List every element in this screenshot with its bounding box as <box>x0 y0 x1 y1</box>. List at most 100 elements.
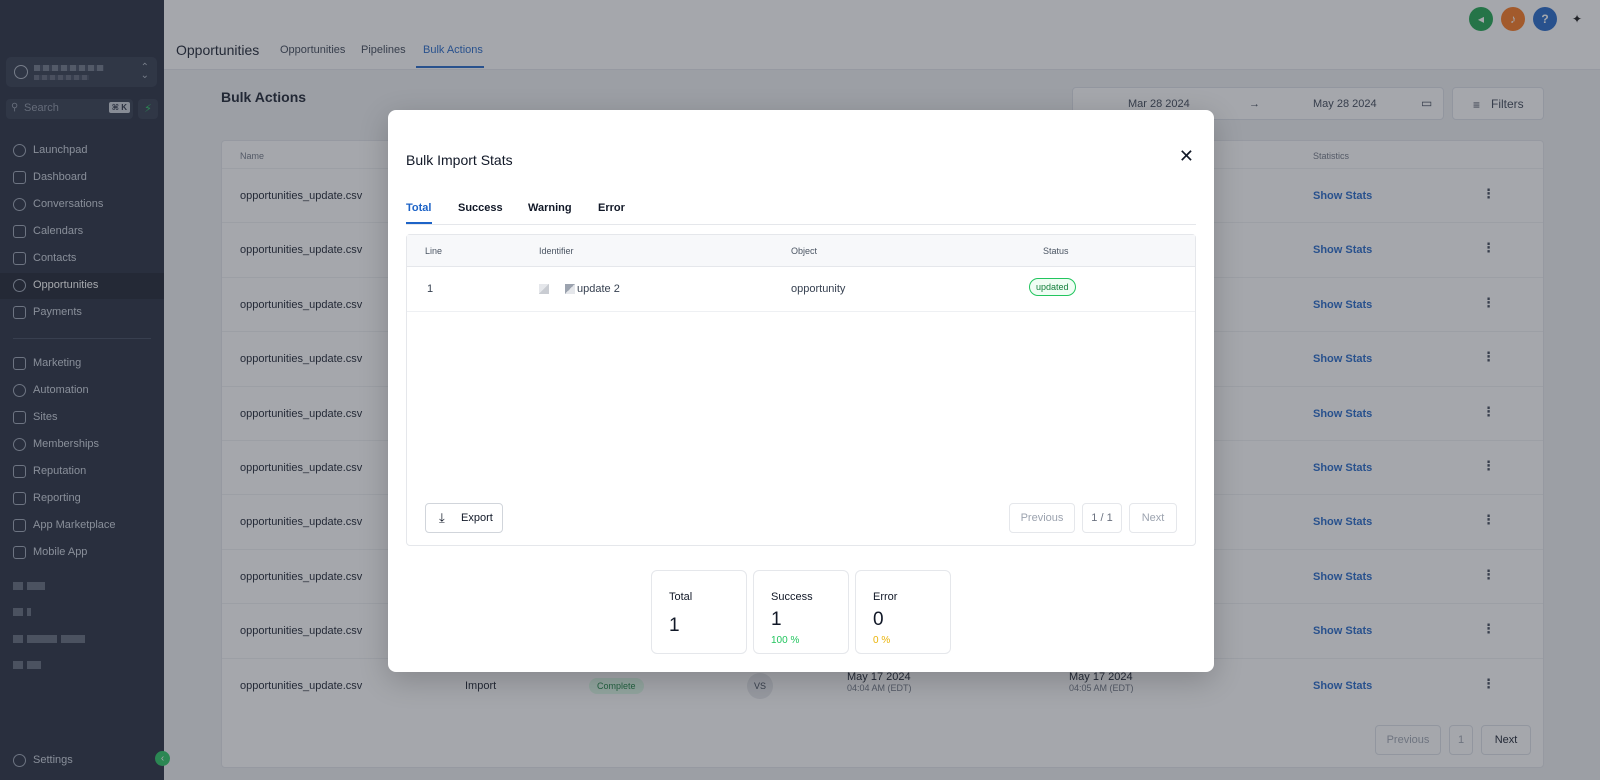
account-address-redacted <box>34 75 89 80</box>
show-stats-link[interactable]: Show Stats <box>1313 570 1373 583</box>
sidebar-item-mobile-app[interactable]: Mobile App <box>0 540 164 566</box>
show-stats-link[interactable]: Show Stats <box>1313 679 1373 692</box>
next-page-button[interactable]: Next <box>1481 725 1531 755</box>
sidebar-item-label: Mobile App <box>33 546 88 558</box>
show-stats-link[interactable]: Show Stats <box>1313 516 1373 529</box>
completed-time: 04:05 AM <box>1069 682 1108 693</box>
sidebar-item-sites[interactable]: Sites <box>0 405 164 431</box>
sidebar-item-opportunities[interactable]: Opportunities <box>0 273 164 299</box>
tab-pipelines[interactable]: Pipelines <box>361 44 406 56</box>
search-shortcut: ⌘ K <box>108 102 130 113</box>
top-bar: Opportunities Opportunities Pipelines Bu… <box>164 0 1600 70</box>
automation-icon <box>13 384 26 397</box>
modal-previous-button[interactable]: Previous <box>1009 503 1075 533</box>
kebab-menu-icon[interactable]: ⋮ <box>1482 240 1495 256</box>
show-stats-link[interactable]: Show Stats <box>1313 244 1373 257</box>
file-name-cell: opportunities_update.csv <box>240 298 363 311</box>
tab-warning[interactable]: Warning <box>528 202 572 214</box>
show-stats-link[interactable]: Show Stats <box>1313 462 1373 474</box>
collapse-sidebar-icon[interactable]: ‹ <box>155 751 170 766</box>
identifier-cell: update 2 <box>577 283 620 295</box>
created-timezone: (EDT) <box>887 682 912 693</box>
contacts-icon <box>13 252 26 265</box>
sidebar-item-label: Dashboard <box>33 171 87 183</box>
sidebar-item-label: Memberships <box>33 438 100 450</box>
total-stat-card: Total 1 <box>651 570 747 654</box>
tab-bulk-actions[interactable]: Bulk Actions <box>423 44 483 56</box>
chat-bubble-icon <box>13 198 26 211</box>
send-icon <box>13 357 26 370</box>
search-input[interactable]: ⚲ Search ⌘ K <box>6 99 133 119</box>
table-header: Line Identifier Object Status <box>407 235 1195 267</box>
file-name-cell: opportunities_update.csv <box>240 190 363 202</box>
filters-button[interactable]: ≡ Filters <box>1452 87 1544 120</box>
sidebar-item-dashboard[interactable]: Dashboard <box>0 165 164 191</box>
tab-error[interactable]: Error <box>598 202 625 214</box>
sidebar-item-reporting[interactable]: Reporting <box>0 486 164 512</box>
completed-date: May 17 2024 <box>1069 670 1133 683</box>
show-stats-link[interactable]: Show Stats <box>1313 407 1373 420</box>
status-badge: updated <box>1029 278 1076 296</box>
sidebar-item-app-marketplace[interactable]: App Marketplace <box>0 513 164 539</box>
sidebar-item-label: Settings <box>33 754 73 766</box>
sidebar-item-reputation[interactable]: Reputation <box>0 459 164 485</box>
created-date-cell: May 17 2024 04:04 AM (EDT) <box>847 671 912 693</box>
kebab-menu-icon[interactable]: ⋮ <box>1482 294 1495 310</box>
export-button[interactable]: ⤓ Export <box>425 503 503 533</box>
sidebar-item-marketing[interactable]: Marketing <box>0 351 164 377</box>
avatar[interactable]: ✦ <box>1571 12 1583 26</box>
sidebar-item-contacts[interactable]: Contacts <box>0 246 164 272</box>
star-icon <box>13 465 26 478</box>
kebab-menu-icon[interactable]: ⋮ <box>1482 403 1495 419</box>
sidebar-item-launchpad[interactable]: Launchpad <box>0 138 164 164</box>
sidebar-item-payments[interactable]: Payments <box>0 300 164 326</box>
file-name-cell: opportunities_update.csv <box>240 462 363 474</box>
kebab-menu-icon[interactable]: ⋮ <box>1482 349 1495 365</box>
column-header-identifier: Identifier <box>539 246 574 256</box>
sidebar-item-automation[interactable]: Automation <box>0 378 164 404</box>
opportunities-icon <box>13 279 26 292</box>
sidebar-item-label: Marketing <box>33 357 82 369</box>
bell-icon[interactable]: ♪ <box>1501 7 1525 31</box>
filter-icon: ≡ <box>1473 98 1481 112</box>
redacted-item <box>13 577 49 590</box>
table-row: 1 update 2 opportunity updated <box>407 267 1195 312</box>
sidebar-item-label: Opportunities <box>33 279 99 291</box>
file-name-cell: opportunities_update.csv <box>240 244 363 257</box>
account-switcher[interactable]: ⌃ ⌄ <box>6 57 157 87</box>
sidebar-item-conversations[interactable]: Conversations <box>0 192 164 218</box>
kebab-menu-icon[interactable]: ⋮ <box>1482 566 1495 582</box>
launchpad-icon <box>13 144 26 157</box>
page-number[interactable]: 1 <box>1449 725 1473 755</box>
avatar: VS <box>747 672 773 699</box>
kebab-menu-icon[interactable]: ⋮ <box>1482 621 1495 637</box>
modal-next-button[interactable]: Next <box>1129 503 1177 533</box>
trend-line-icon <box>13 492 26 505</box>
quick-action-bolt-icon[interactable]: ⚡ <box>138 99 158 119</box>
show-stats-link[interactable]: Show Stats <box>1313 190 1373 202</box>
sidebar-item-label: Automation <box>33 384 89 396</box>
show-stats-link[interactable]: Show Stats <box>1313 353 1373 366</box>
show-stats-link[interactable]: Show Stats <box>1313 625 1373 638</box>
sidebar-item-label: Launchpad <box>33 144 88 156</box>
show-stats-link[interactable]: Show Stats <box>1313 298 1373 311</box>
account-name-redacted <box>34 65 104 71</box>
kebab-menu-icon[interactable]: ⋮ <box>1482 186 1495 201</box>
tab-total[interactable]: Total <box>406 202 432 214</box>
close-icon[interactable]: ✕ <box>1178 146 1194 166</box>
tab-opportunities[interactable]: Opportunities <box>280 44 346 56</box>
redacted-identifier <box>565 284 575 294</box>
help-icon[interactable]: ? <box>1533 7 1557 31</box>
previous-page-button[interactable]: Previous <box>1375 725 1441 755</box>
user-icon <box>14 65 28 79</box>
tab-success[interactable]: Success <box>458 202 503 214</box>
sidebar-item-calendars[interactable]: Calendars <box>0 219 164 245</box>
kebab-menu-icon[interactable]: ⋮ <box>1482 512 1495 528</box>
sidebar-item-memberships[interactable]: Memberships <box>0 432 164 458</box>
kebab-menu-icon[interactable]: ⋮ <box>1482 458 1495 473</box>
sidebar-item-settings[interactable]: Settings <box>0 748 164 774</box>
kebab-menu-icon[interactable]: ⋮ <box>1482 675 1495 691</box>
page-title: Opportunities <box>176 42 260 58</box>
megaphone-icon[interactable]: ◂ <box>1469 7 1493 31</box>
completed-time-line: 04:05 AM (EDT) <box>1069 683 1134 693</box>
